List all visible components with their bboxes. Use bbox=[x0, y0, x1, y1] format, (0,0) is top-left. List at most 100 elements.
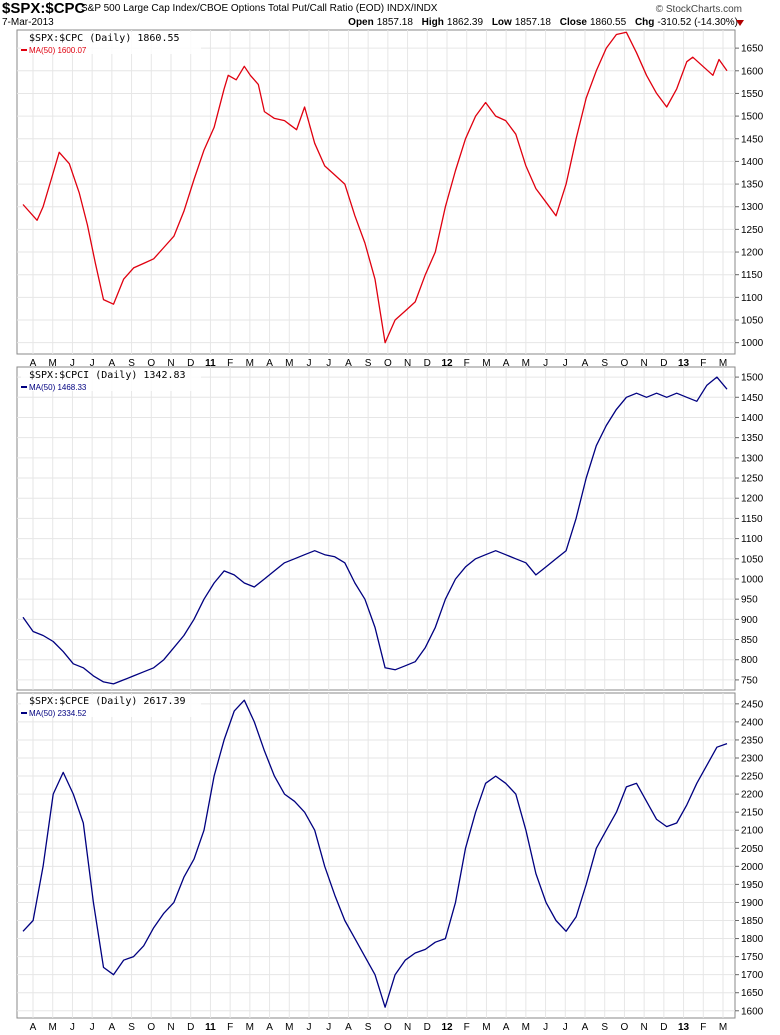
y-tick-label: 1600 bbox=[741, 1006, 764, 1017]
legend-box bbox=[21, 369, 201, 391]
x-tick-label: J bbox=[307, 358, 312, 369]
low-label: Low bbox=[491, 17, 512, 28]
y-tick-label: 1300 bbox=[741, 202, 764, 213]
x-tick-label: O bbox=[147, 1022, 155, 1033]
y-tick-label: 2400 bbox=[741, 717, 764, 728]
open-label: Open bbox=[348, 17, 374, 28]
x-tick-label: O bbox=[147, 358, 155, 369]
y-tick-label: 1550 bbox=[741, 89, 764, 100]
chart-header: $SPX:$CPC S&P 500 Large Cap Index/CBOE O… bbox=[0, 0, 780, 30]
chart-date: 7-Mar-2013 bbox=[2, 17, 54, 28]
y-tick-label: 1950 bbox=[741, 880, 764, 891]
panel-frame bbox=[16, 29, 736, 355]
x-tick-label: M bbox=[49, 358, 57, 369]
y-tick-label: 1300 bbox=[741, 453, 764, 464]
series-title: $SPX:$CPCI (Daily) 1342.83 bbox=[29, 370, 186, 381]
y-tick-label: 1900 bbox=[741, 898, 764, 909]
x-tick-label: M bbox=[482, 1022, 490, 1033]
legend-box bbox=[21, 32, 201, 54]
y-tick-label: 900 bbox=[741, 615, 758, 626]
x-tick-label: A bbox=[503, 1022, 510, 1033]
x-tick-label: J bbox=[543, 358, 548, 369]
x-tick-label: D bbox=[660, 358, 667, 369]
high-value: 1862.39 bbox=[446, 17, 484, 28]
x-tick-label: F bbox=[464, 1022, 470, 1033]
y-tick-label: 950 bbox=[741, 595, 758, 606]
y-tick-label: 1600 bbox=[741, 66, 764, 77]
x-tick-label: M bbox=[522, 1022, 530, 1033]
y-tick-label: 1700 bbox=[741, 970, 764, 981]
x-tick-label: N bbox=[404, 358, 411, 369]
x-tick-label: J bbox=[70, 358, 75, 369]
x-tick-label: M bbox=[246, 358, 254, 369]
panel-3: 1600 1650 1700 1750 1800 1850 1900 1950 2000 2050… bbox=[16, 692, 764, 1019]
x-tick-label: M bbox=[482, 358, 490, 369]
x-tick-label: S bbox=[365, 1022, 372, 1033]
x-tick-label: M bbox=[522, 358, 530, 369]
x-tick-label: N bbox=[167, 1022, 174, 1033]
x-tick-label: N bbox=[641, 358, 648, 369]
x-tick-label: F bbox=[700, 358, 706, 369]
x-tick-label: J bbox=[307, 1022, 312, 1033]
series-line bbox=[22, 31, 728, 344]
legend-entry: MA(50) 2334.52 bbox=[29, 709, 87, 718]
x-tick-label: J bbox=[326, 1022, 331, 1033]
x-tick-label: M bbox=[285, 358, 293, 369]
x-tick-label: O bbox=[384, 358, 392, 369]
y-tick-label: 1400 bbox=[741, 413, 764, 424]
x-tick-label: J bbox=[70, 1022, 75, 1033]
y-tick-label: 1100 bbox=[741, 534, 763, 545]
x-tick-label: D bbox=[187, 358, 194, 369]
x-tick-label: A bbox=[266, 358, 273, 369]
x-tick-label: D bbox=[424, 358, 431, 369]
x-tick-label: S bbox=[601, 1022, 608, 1033]
y-tick-label: 1250 bbox=[741, 225, 764, 236]
y-tick-label: 1350 bbox=[741, 433, 764, 444]
legend-entry: MA(50) 1468.33 bbox=[29, 383, 87, 392]
x-tick-label: J bbox=[563, 358, 568, 369]
x-tick-label: S bbox=[365, 358, 372, 369]
y-tick-label: 1200 bbox=[741, 248, 764, 259]
y-tick-label: 2250 bbox=[741, 772, 764, 783]
y-tick-label: 2150 bbox=[741, 808, 764, 819]
x-tick-label: D bbox=[660, 1022, 667, 1033]
brand-label[interactable]: © StockCharts.com bbox=[655, 4, 742, 15]
x-tick-label: O bbox=[384, 1022, 392, 1033]
x-tick-label: F bbox=[227, 358, 233, 369]
y-tick-label: 2200 bbox=[741, 790, 764, 801]
x-tick-label: D bbox=[187, 1022, 194, 1033]
y-tick-label: 1350 bbox=[741, 180, 764, 191]
y-tick-label: 1150 bbox=[741, 270, 763, 281]
x-tick-label: J bbox=[326, 358, 331, 369]
close-label: Close bbox=[559, 17, 587, 28]
x-tick-label: M bbox=[719, 358, 727, 369]
y-tick-label: 1000 bbox=[741, 338, 764, 349]
x-tick-label: S bbox=[128, 1022, 135, 1033]
x-tick-label: S bbox=[128, 358, 135, 369]
x-tick-label: O bbox=[621, 1022, 629, 1033]
symbol-title: $SPX:$CPC bbox=[2, 0, 86, 17]
x-tick-label: A bbox=[345, 358, 352, 369]
y-tick-label: 2300 bbox=[741, 754, 764, 765]
x-tick-label: 12 bbox=[441, 1022, 453, 1033]
x-tick-label: O bbox=[621, 358, 629, 369]
open-value: 1857.18 bbox=[376, 17, 413, 28]
x-tick-label: 13 bbox=[678, 1022, 690, 1033]
x-tick-label: F bbox=[700, 1022, 706, 1033]
series-title: $SPX:$CPCE (Daily) 2617.39 bbox=[29, 696, 186, 707]
x-tick-label: M bbox=[285, 1022, 293, 1033]
y-tick-label: 1800 bbox=[741, 934, 764, 945]
y-tick-label: 2100 bbox=[741, 826, 764, 837]
x-tick-label: 12 bbox=[441, 358, 453, 369]
panel-frame bbox=[16, 692, 736, 1019]
x-tick-label: A bbox=[582, 1022, 589, 1033]
x-tick-label: A bbox=[345, 1022, 352, 1033]
y-tick-label: 800 bbox=[741, 655, 758, 666]
y-tick-label: 1050 bbox=[741, 554, 764, 565]
y-tick-label: 1500 bbox=[741, 112, 764, 123]
y-tick-label: 2350 bbox=[741, 735, 764, 746]
x-tick-label: M bbox=[49, 1022, 57, 1033]
symbol-description: S&P 500 Large Cap Index/CBOE Options Tot… bbox=[81, 3, 438, 14]
x-tick-label: A bbox=[30, 358, 37, 369]
x-tick-label: A bbox=[582, 358, 589, 369]
